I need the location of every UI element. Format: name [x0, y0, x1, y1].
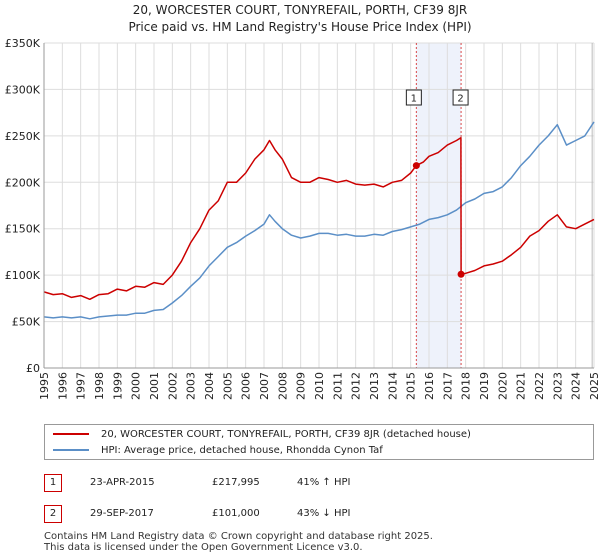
series-line-hpi — [43, 121, 595, 320]
x-tick-label: 2012 — [350, 372, 363, 400]
sale-point — [457, 270, 465, 278]
annotation-row-1: 1 23-APR-2015 £217,995 41% ↑ HPI — [44, 474, 444, 492]
price-chart: £0 £50K £100K £150K £200K £250K £300K £350K 1995… — [5, 37, 600, 400]
x-tick-label: 2016 — [423, 372, 436, 400]
x-tick-label: 2011 — [331, 372, 344, 400]
y-tick-label: £150K — [5, 223, 41, 236]
x-tick-label: 2014 — [386, 372, 399, 400]
legend-label-hpi: HPI: Average price, detached house, Rhon… — [101, 445, 383, 456]
marker-label-box — [405, 89, 422, 106]
x-tick-label: 1997 — [75, 372, 88, 400]
x-tick-label: 2019 — [478, 372, 491, 400]
marker-label: 1 — [411, 94, 417, 105]
x-tick-label: 2006 — [240, 372, 253, 400]
x-tick-label: 2002 — [166, 372, 179, 400]
x-tick-label: 1999 — [111, 372, 124, 400]
y-tick-label: £200K — [5, 176, 41, 189]
y-tick-label: £50K — [12, 316, 41, 329]
x-tick-label: 2013 — [368, 372, 381, 400]
footer-line-2: This data is licensed under the Open Gov… — [44, 542, 363, 553]
x-tick-label: 2023 — [551, 372, 564, 400]
x-tick-label: 2000 — [130, 372, 143, 400]
x-tick-label: 2009 — [295, 372, 308, 400]
legend-item-hpi: HPI: Average price, detached house, Rhon… — [53, 443, 383, 459]
annotation-price: £217,995 — [212, 477, 260, 488]
x-tick-label: 2015 — [405, 372, 418, 400]
footer-attribution: Contains HM Land Registry data © Crown c… — [44, 531, 433, 553]
x-tick-label: 2005 — [221, 372, 234, 400]
title-line-2: Price paid vs. HM Land Registry's House … — [128, 20, 472, 34]
marker-label: 2 — [457, 94, 463, 105]
legend-swatch-hpi — [53, 449, 89, 451]
legend-item-property: 20, WORCESTER COURT, TONYREFAIL, PORTH, … — [53, 427, 471, 443]
y-tick-label: £300K — [5, 83, 41, 96]
x-tick-label: 2010 — [313, 372, 326, 400]
annotation-number-badge: 1 — [44, 474, 62, 492]
y-tick-label: £350K — [5, 37, 41, 50]
x-tick-label: 2021 — [515, 372, 528, 400]
x-tick-label: 1995 — [38, 372, 51, 400]
annotation-number-badge: 2 — [44, 505, 62, 523]
series-line-property — [43, 136, 595, 301]
marker-label-box — [452, 89, 469, 106]
annotation-date: 29-SEP-2017 — [90, 508, 154, 519]
x-tick-label: 2004 — [203, 372, 216, 400]
chart-title: 20, WORCESTER COURT, TONYREFAIL, PORTH, … — [0, 2, 600, 36]
x-tick-label: 2025 — [588, 372, 600, 400]
x-tick-label: 2017 — [441, 372, 454, 400]
y-tick-label: £100K — [5, 269, 41, 282]
annotation-price: £101,000 — [212, 508, 260, 519]
annotation-row-2: 2 29-SEP-2017 £101,000 43% ↓ HPI — [44, 505, 444, 523]
y-tick-label: £0 — [26, 362, 40, 375]
x-tick-label: 1998 — [93, 372, 106, 400]
x-tick-label: 2022 — [533, 372, 546, 400]
x-tick-label: 2008 — [276, 372, 289, 400]
x-tick-label: 2007 — [258, 372, 271, 400]
legend: 20, WORCESTER COURT, TONYREFAIL, PORTH, … — [44, 424, 594, 460]
x-tick-label: 1996 — [56, 372, 69, 400]
legend-label-property: 20, WORCESTER COURT, TONYREFAIL, PORTH, … — [101, 429, 471, 440]
x-tick-label: 2024 — [570, 372, 583, 400]
x-tick-label: 2003 — [185, 372, 198, 400]
x-tick-label: 2020 — [496, 372, 509, 400]
annotation-hpi-change: 43% ↓ HPI — [297, 508, 351, 519]
footer-line-1: Contains HM Land Registry data © Crown c… — [44, 531, 433, 542]
x-tick-label: 2018 — [460, 372, 473, 400]
annotation-hpi-change: 41% ↑ HPI — [297, 477, 351, 488]
legend-swatch-property — [53, 433, 89, 435]
annotation-date: 23-APR-2015 — [90, 477, 155, 488]
title-line-1: 20, WORCESTER COURT, TONYREFAIL, PORTH, … — [132, 3, 468, 17]
y-tick-label: £250K — [5, 130, 41, 143]
sale-point — [412, 162, 420, 170]
x-tick-label: 2001 — [148, 372, 161, 400]
